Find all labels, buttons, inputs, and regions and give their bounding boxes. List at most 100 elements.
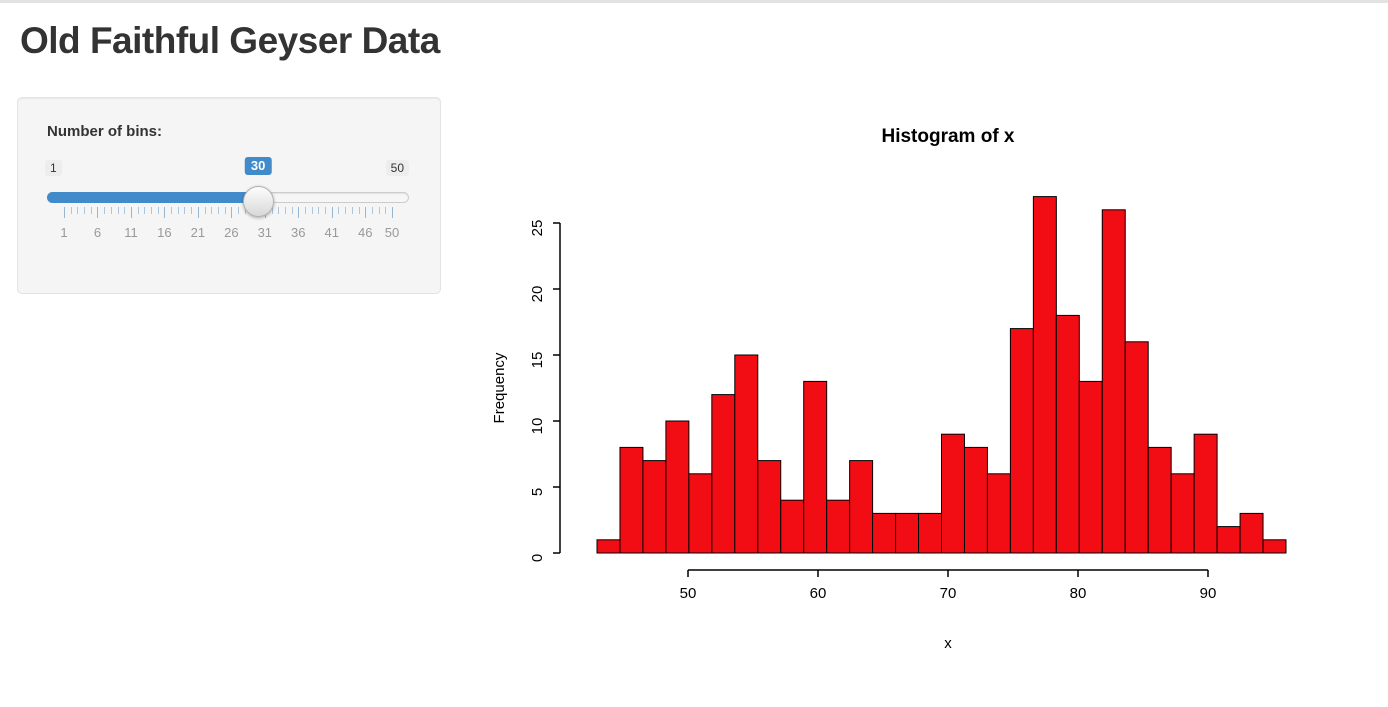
slider-grid-tick bbox=[365, 207, 367, 218]
y-tick-label: 25 bbox=[529, 220, 546, 237]
histogram-bar bbox=[642, 460, 667, 554]
slider-grid-label: 16 bbox=[157, 225, 172, 240]
histogram-bar bbox=[941, 433, 965, 554]
slider-grid-tick bbox=[331, 207, 333, 218]
slider-max-label: 50 bbox=[385, 160, 409, 177]
slider-grid-tick bbox=[345, 207, 347, 214]
histogram-bar bbox=[1055, 314, 1080, 554]
slider-grid-tick bbox=[325, 207, 327, 214]
x-tick-label: 50 bbox=[680, 585, 697, 602]
slider-grid-label: 1 bbox=[60, 225, 68, 240]
slider-grid-tick bbox=[64, 207, 65, 218]
x-tick-label: 90 bbox=[1200, 585, 1217, 602]
slider-grid-tick bbox=[130, 207, 132, 218]
slider-grid-tick bbox=[164, 207, 166, 218]
histogram-bar bbox=[596, 539, 621, 554]
histogram-bar bbox=[849, 460, 874, 554]
slider-grid-tick bbox=[298, 207, 300, 218]
plot-title: Histogram of x bbox=[881, 126, 1014, 147]
histogram-bar bbox=[826, 499, 851, 554]
histogram-bar bbox=[1032, 196, 1057, 554]
slider-grid-tick bbox=[151, 207, 153, 214]
slider-min-label: 1 bbox=[45, 160, 62, 177]
slider-grid-label: 36 bbox=[291, 225, 306, 240]
slider-grid-tick bbox=[271, 207, 273, 214]
slider-grid-tick bbox=[358, 207, 360, 214]
histogram-bar bbox=[895, 512, 920, 554]
histogram-bar bbox=[619, 446, 644, 554]
slider-grid-tick bbox=[291, 207, 293, 214]
slider-grid-tick bbox=[157, 207, 159, 214]
slider-grid-tick bbox=[104, 207, 106, 214]
histogram-bar bbox=[1147, 446, 1172, 554]
histogram-bar bbox=[963, 446, 988, 554]
histogram-bar bbox=[1262, 539, 1287, 554]
histogram-bar bbox=[1193, 433, 1218, 554]
x-tick-label: 80 bbox=[1070, 585, 1087, 602]
slider-grid-label: 26 bbox=[224, 225, 239, 240]
y-tick-label: 10 bbox=[529, 418, 546, 435]
histogram-bar bbox=[780, 499, 805, 554]
slider-grid-tick bbox=[70, 207, 72, 214]
page-title: Old Faithful Geyser Data bbox=[20, 20, 440, 61]
slider-grid-tick bbox=[197, 207, 199, 218]
slider-grid-tick bbox=[278, 207, 280, 214]
x-tick-label: 60 bbox=[810, 585, 827, 602]
slider-grid-label: 6 bbox=[93, 225, 102, 240]
slider-grid-tick bbox=[224, 207, 226, 214]
histogram-bar bbox=[757, 460, 782, 554]
histogram-plot: 0 5 10 15 20 25 Frequency 50 60 70 80 90 x Histogram … bbox=[480, 100, 1360, 670]
slider-handle[interactable] bbox=[242, 186, 274, 217]
slider-grid-tick bbox=[371, 207, 373, 214]
y-tick-label: 0 bbox=[529, 554, 546, 562]
slider-grid-tick bbox=[77, 207, 79, 214]
histogram-bar bbox=[1124, 341, 1149, 554]
slider-grid-tick bbox=[117, 207, 119, 214]
slider-grid-tick bbox=[351, 207, 353, 214]
y-tick-label: 5 bbox=[529, 488, 546, 496]
slider-grid-tick bbox=[284, 207, 286, 214]
slider-grid: 1 6 11 16 21 26 31 36 41 46 50 bbox=[60, 207, 399, 252]
histogram-bar bbox=[1170, 473, 1195, 554]
slider-grid-tick bbox=[392, 207, 393, 218]
y-axis-title: Frequency bbox=[491, 352, 508, 423]
slider-grid-label: 21 bbox=[190, 225, 206, 240]
slider-grid-tick bbox=[184, 207, 186, 214]
slider-fill-bar[interactable] bbox=[47, 192, 259, 203]
x-tick-label: 70 bbox=[940, 585, 957, 602]
bins-slider[interactable]: 1 50 30 1 6 11 16 21 26 31 36 41 46 50 bbox=[45, 150, 409, 260]
histogram-bar bbox=[688, 473, 713, 554]
slider-grid-tick bbox=[177, 207, 179, 214]
sidebar-panel: Number of bins: 1 50 30 1 6 11 16 21 26 31 36 41… bbox=[17, 97, 441, 294]
slider-value-badge[interactable]: 30 bbox=[244, 157, 272, 176]
histogram-bar bbox=[1101, 209, 1126, 554]
histogram-bar bbox=[711, 394, 736, 554]
histogram-svg: 0 5 10 15 20 25 Frequency 50 60 70 80 90 x Histogram … bbox=[491, 126, 1287, 652]
histogram-bar bbox=[872, 512, 897, 554]
slider-grid-tick bbox=[238, 207, 240, 214]
slider-grid-tick bbox=[231, 207, 233, 218]
slider-grid-tick bbox=[84, 207, 86, 214]
slider-grid-tick bbox=[144, 207, 146, 214]
slider-grid-tick bbox=[304, 207, 306, 214]
slider-grid-tick bbox=[378, 207, 380, 214]
slider-grid-tick bbox=[318, 207, 320, 214]
slider-grid-tick bbox=[191, 207, 193, 214]
histogram-bar bbox=[918, 512, 942, 554]
slider-grid-label: 11 bbox=[124, 225, 138, 240]
slider-grid-tick bbox=[217, 207, 219, 214]
slider-grid-tick bbox=[97, 207, 99, 218]
slider-grid-tick bbox=[137, 207, 139, 214]
slider-grid-tick bbox=[124, 207, 126, 214]
slider-grid-tick bbox=[338, 207, 340, 214]
slider-grid-tick bbox=[110, 207, 112, 214]
histogram-bar bbox=[803, 380, 828, 554]
slider-grid-tick bbox=[204, 207, 206, 214]
histogram-bar bbox=[1239, 512, 1264, 554]
histogram-bar bbox=[665, 420, 690, 554]
x-axis-title: x bbox=[944, 635, 952, 652]
slider-grid-tick bbox=[311, 207, 313, 214]
y-tick-label: 15 bbox=[529, 352, 546, 369]
window-top-border bbox=[0, 0, 1388, 3]
slider-grid-label: 50 bbox=[384, 225, 400, 240]
